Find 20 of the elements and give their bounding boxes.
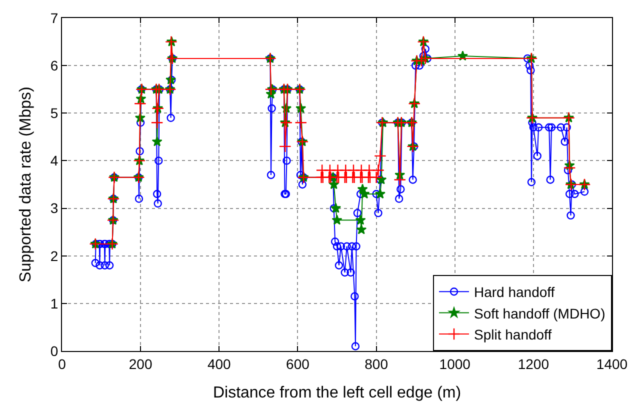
x-tick-label: 400 <box>207 356 232 372</box>
y-tick-label: 2 <box>50 248 58 264</box>
legend-label: Hard handoff <box>474 284 555 300</box>
legend-label: Split handoff <box>474 326 552 342</box>
y-tick-label: 4 <box>50 152 58 169</box>
y-tick-label: 0 <box>50 342 58 359</box>
y-tick-label: 1 <box>50 295 58 312</box>
x-tick-label: 1200 <box>518 356 550 372</box>
x-axis-title: Distance from the left cell edge (m) <box>212 384 462 402</box>
y-tick-label: 3 <box>50 200 58 216</box>
x-tick-label: 600 <box>286 356 310 372</box>
x-tick-label: 800 <box>364 356 388 372</box>
y-tick-label: 5 <box>50 105 58 122</box>
y-tick-label: 6 <box>50 57 58 74</box>
x-tick-label: 1000 <box>439 356 471 372</box>
legend-label: Soft handoff (MDHO) <box>474 305 606 322</box>
x-tick-label: 1400 <box>596 356 628 372</box>
y-axis-title: Supported data rate (Mbps) <box>17 86 34 282</box>
x-tick-label: 200 <box>128 356 152 372</box>
y-tick-label: 7 <box>50 10 58 26</box>
